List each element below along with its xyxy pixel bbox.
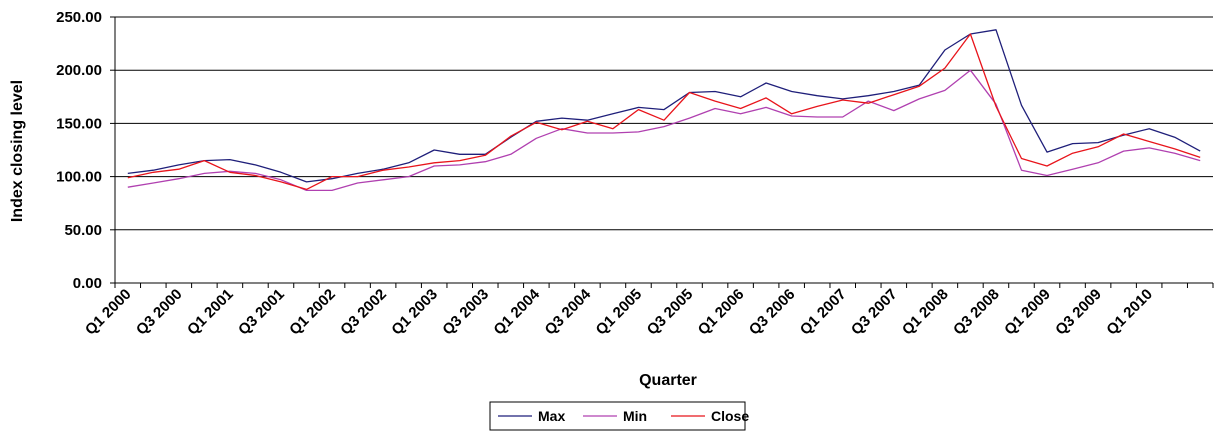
x-tick-label: Q1 2007: [797, 286, 850, 339]
series-line-min: [127, 69, 1201, 192]
legend-label-max: Max: [538, 408, 565, 424]
legend: Max Min Close: [489, 401, 749, 431]
x-tick-label: Q3 2009: [1052, 286, 1105, 339]
x-tick-label: Q1 2005: [593, 286, 646, 339]
x-tick-label: Q3 2000: [133, 286, 186, 339]
y-tick-label: 250.00: [56, 9, 102, 26]
x-tick-label: Q1 2001: [184, 286, 237, 339]
x-tick-label: Q1 2008: [899, 286, 952, 339]
x-tick-label: Q3 2004: [542, 285, 595, 338]
x-tick-label: Q1 2003: [388, 286, 441, 339]
series-line-max: [127, 29, 1201, 183]
gridlines: [115, 16, 1213, 231]
y-tick-labels: 0.00 50.00 100.00 150.00 200.00 250.00: [56, 9, 115, 292]
x-tick-label: Q3 2002: [337, 286, 390, 339]
legend-label-min: Min: [623, 408, 647, 424]
y-tick-label: 150.00: [56, 115, 102, 132]
x-tick-label: Q1 2000: [82, 286, 135, 339]
y-axis-title: Index closing level: [9, 80, 26, 222]
series-lines: [127, 29, 1201, 192]
x-tick-label: Q1 2009: [1001, 286, 1054, 339]
legend-label-close: Close: [711, 408, 749, 424]
x-tick-label: Q1 2006: [695, 286, 748, 339]
axes: [114, 17, 1214, 288]
x-tick-label: Q1 2004: [490, 285, 543, 338]
y-tick-label: 0.00: [73, 275, 102, 292]
x-tick-label: Q1 2010: [1103, 286, 1156, 339]
x-axis-title: Quarter: [639, 372, 697, 389]
x-tick-label: Q3 2003: [439, 286, 492, 339]
y-tick-label: 200.00: [56, 62, 102, 79]
x-tick-label: Q3 2008: [950, 286, 1003, 339]
x-tick-label: Q3 2006: [746, 286, 799, 339]
x-tick-label: Q3 2001: [235, 286, 288, 339]
y-tick-label: 100.00: [56, 169, 102, 186]
x-tick-label: Q3 2005: [644, 286, 697, 339]
x-tick-label: Q3 2007: [848, 286, 901, 339]
series-line-close: [127, 33, 1201, 191]
x-tick-label: Q1 2002: [286, 286, 339, 339]
y-tick-label: 50.00: [64, 222, 102, 239]
